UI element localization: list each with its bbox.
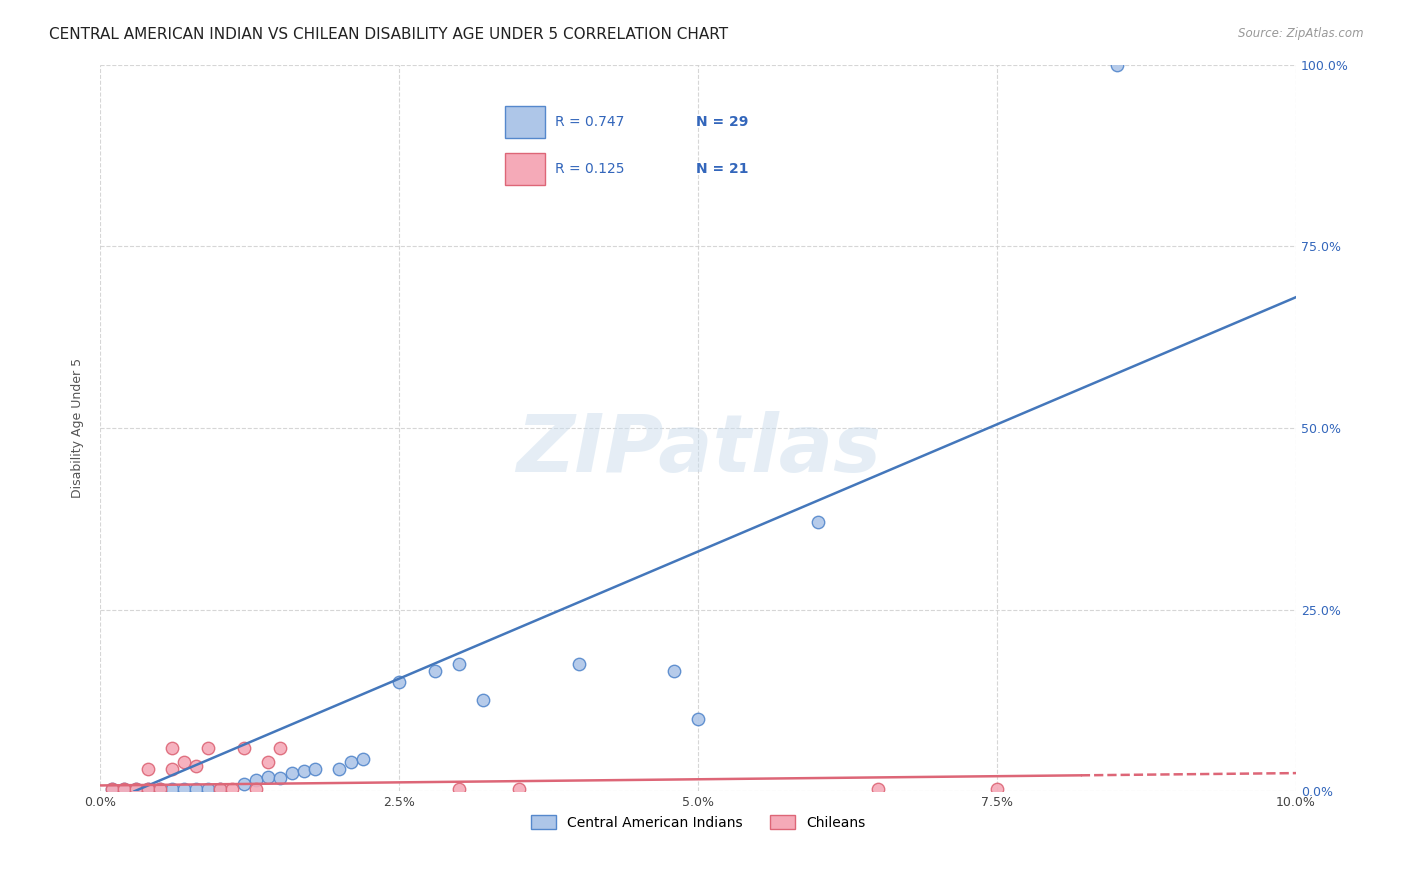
Point [173, 782, 195, 797]
Point [292, 764, 315, 778]
Point [136, 782, 159, 797]
Point [340, 755, 363, 769]
Point [1105, 57, 1128, 71]
Point [160, 782, 183, 797]
Point [664, 665, 686, 679]
Point [125, 782, 148, 797]
Point [184, 782, 207, 797]
Point [136, 763, 159, 777]
Point [232, 777, 254, 791]
Point [232, 740, 254, 755]
Text: ZIPatlas: ZIPatlas [516, 410, 880, 489]
Point [112, 782, 135, 797]
Point [184, 759, 207, 773]
Point [447, 782, 470, 797]
Point [269, 740, 291, 755]
Point [471, 693, 494, 707]
Point [423, 665, 446, 679]
Text: Source: ZipAtlas.com: Source: ZipAtlas.com [1239, 27, 1364, 40]
Point [245, 782, 267, 797]
Point [388, 675, 411, 690]
Point [101, 782, 124, 797]
Point [304, 763, 326, 777]
Point [149, 782, 172, 797]
Point [256, 770, 278, 784]
Point [352, 751, 374, 765]
Point [328, 763, 350, 777]
Point [173, 755, 195, 769]
Point [112, 782, 135, 797]
Point [208, 782, 231, 797]
Point [807, 516, 830, 530]
Point [208, 782, 231, 797]
Point [245, 773, 267, 788]
Point [986, 782, 1008, 797]
Point [149, 782, 172, 797]
Point [567, 657, 589, 672]
Point [160, 740, 183, 755]
Point [101, 782, 124, 797]
Text: CENTRAL AMERICAN INDIAN VS CHILEAN DISABILITY AGE UNDER 5 CORRELATION CHART: CENTRAL AMERICAN INDIAN VS CHILEAN DISAB… [49, 27, 728, 42]
Point [269, 771, 291, 785]
Point [280, 766, 302, 780]
Point [136, 782, 159, 797]
Point [125, 782, 148, 797]
Y-axis label: Disability Age Under 5: Disability Age Under 5 [72, 358, 84, 498]
Point [221, 782, 243, 797]
Point [160, 763, 183, 777]
Point [447, 657, 470, 672]
Legend: Central American Indians, Chileans: Central American Indians, Chileans [526, 809, 872, 835]
Point [866, 782, 889, 797]
Point [197, 782, 219, 797]
Point [508, 782, 530, 797]
Point [256, 755, 278, 769]
Point [197, 740, 219, 755]
Point [688, 712, 710, 726]
